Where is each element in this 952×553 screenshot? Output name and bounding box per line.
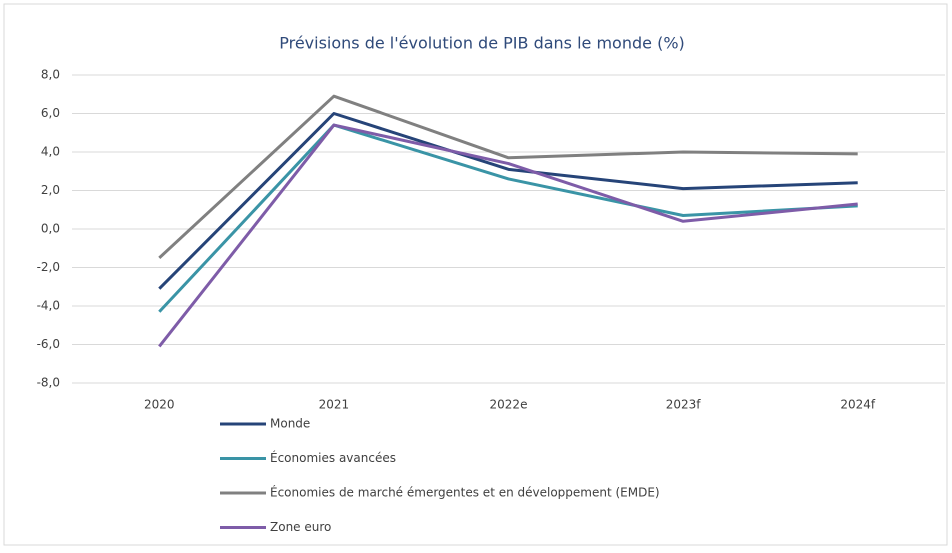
y-tick-label: 0,0 [41,222,60,236]
legend-label: Monde [270,417,310,431]
y-tick-label: -4,0 [37,299,60,313]
chart-frame [3,3,948,546]
y-tick-label: 4,0 [41,145,60,159]
y-tick-label: 6,0 [41,106,60,120]
y-tick-label: -2,0 [37,260,60,274]
x-tick-label: 2023f [666,398,702,412]
y-tick-label: 8,0 [41,68,60,82]
y-tick-label: -8,0 [37,376,60,390]
series-line [158,123,858,348]
x-tick-label: 2024f [840,398,876,412]
legend-label: Économies avancées [270,450,396,465]
series-line [158,112,858,290]
series-line [158,123,858,313]
x-tick-label: 2022e [490,398,528,412]
x-tick-label: 2020 [144,398,175,412]
legend-label: Zone euro [270,520,331,534]
x-tick-label: 2021 [319,398,350,412]
chart-title: Prévisions de l'évolution de PIB dans le… [279,34,685,53]
series-line [158,94,858,259]
y-tick-label: 2,0 [41,183,60,197]
y-tick-label: -6,0 [37,337,60,351]
legend-label: Économies de marché émergentes et en dév… [270,485,660,500]
